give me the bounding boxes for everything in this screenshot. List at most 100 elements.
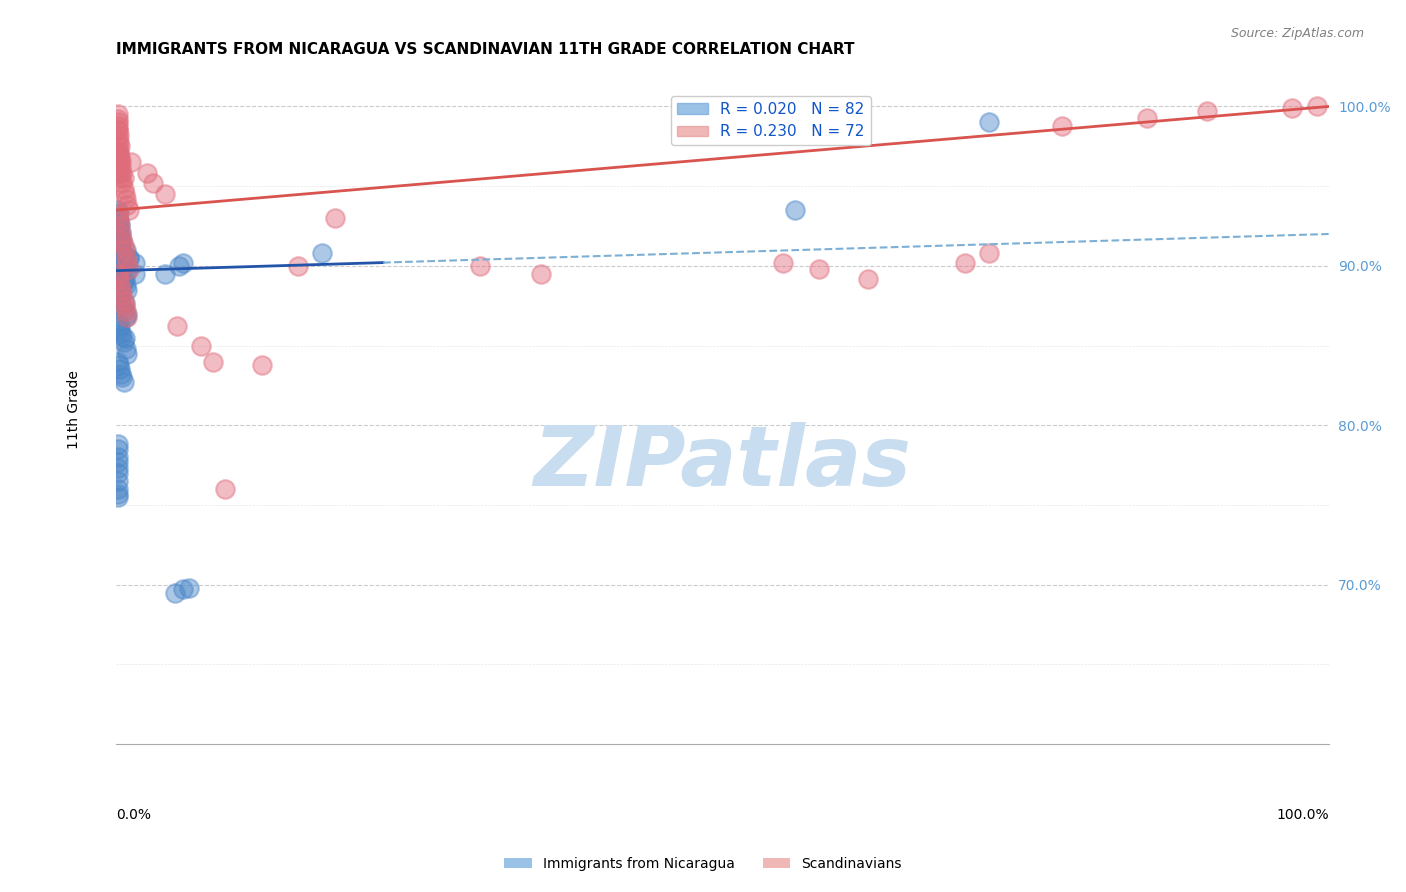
Text: 100.0%: 100.0% [1277,808,1329,822]
Point [107,163,129,178]
Point [111,329,134,343]
Point [107,287,129,301]
Point [111,233,134,247]
Point [107,490,129,504]
Point [111,166,134,180]
Point [107,358,129,372]
Point [107,131,129,145]
Point [111,233,134,247]
Point [108,262,131,277]
Point [107,123,129,137]
Point [114,243,136,257]
Point [108,240,131,254]
Point [115,243,138,257]
Point [107,243,129,257]
Point [107,144,129,158]
Point [107,248,129,262]
Point [107,466,129,480]
Point [112,303,135,318]
Point [112,335,135,350]
Point [785,203,807,218]
Point [107,437,129,451]
Point [172,582,194,597]
Point [110,283,132,297]
Point [110,326,132,340]
Text: 0.0%: 0.0% [117,808,152,822]
Point [117,251,139,265]
Point [114,271,136,285]
Point [107,115,129,129]
Point [112,376,135,390]
Point [108,362,131,376]
Point [108,149,131,163]
Legend: R = 0.020   N = 82, R = 0.230   N = 72: R = 0.020 N = 82, R = 0.230 N = 72 [671,95,870,145]
Point [124,255,146,269]
Point [117,251,139,265]
Point [169,259,191,273]
Point [107,267,129,281]
Point [287,259,309,273]
Point [979,115,1001,129]
Text: 11th Grade: 11th Grade [67,370,82,449]
Point [107,151,129,165]
Point [115,342,138,356]
Point [107,315,129,329]
Point [107,147,129,161]
Point [107,235,129,249]
Point [107,270,129,285]
Point [115,192,138,206]
Point [107,323,129,337]
Point [135,166,157,180]
Point [153,187,176,202]
Point [190,338,212,352]
Point [107,147,129,161]
Point [107,482,129,496]
Point [107,214,129,228]
Point [112,238,135,252]
Point [153,267,176,281]
Point [110,160,132,174]
Point [107,112,129,127]
Point [124,267,146,281]
Point [953,255,976,269]
Point [114,299,136,313]
Point [107,107,129,121]
Point [112,182,135,196]
Point [110,259,132,273]
Point [115,303,138,318]
Point [108,218,131,232]
Point [107,135,129,149]
Point [120,155,142,169]
Point [114,295,136,310]
Text: IMMIGRANTS FROM NICARAGUA VS SCANDINAVIAN 11TH GRADE CORRELATION CHART: IMMIGRANTS FROM NICARAGUA VS SCANDINAVIA… [117,42,855,57]
Point [107,474,129,488]
Legend: Immigrants from Nicaragua, Scandinavians: Immigrants from Nicaragua, Scandinavians [499,851,907,876]
Point [202,354,225,368]
Point [108,232,131,246]
Point [111,370,134,384]
Point [111,265,134,279]
Point [110,238,132,252]
Point [107,139,129,153]
Point [110,227,132,241]
Point [107,450,129,464]
Point [107,206,129,220]
Point [1197,104,1219,119]
Point [107,442,129,457]
Point [111,246,134,260]
Point [117,255,139,269]
Point [142,176,165,190]
Point [1305,99,1327,113]
Point [117,262,139,277]
Point [172,255,194,269]
Point [114,187,136,202]
Point [107,219,129,233]
Point [107,267,129,281]
Point [107,354,129,368]
Point [772,255,794,269]
Point [110,153,132,168]
Point [107,166,129,180]
Point [110,368,132,382]
Point [107,461,129,475]
Point [117,283,139,297]
